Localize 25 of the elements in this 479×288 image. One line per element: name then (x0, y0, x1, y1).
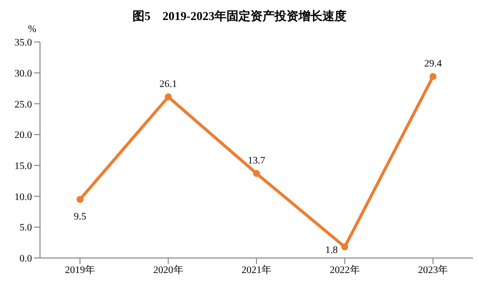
data-label: 26.1 (160, 78, 177, 90)
y-tick-label: 20.0 (14, 130, 32, 142)
y-tick-label: 0.0 (20, 254, 32, 265)
y-tick-label: 5.0 (20, 222, 32, 234)
y-tick-label: 30.0 (14, 68, 32, 80)
x-tick-label: 2023年 (418, 264, 448, 276)
point (164, 93, 172, 100)
y-tick-label: 35.0 (14, 38, 32, 49)
point (76, 196, 84, 203)
data-label: 9.5 (74, 211, 86, 222)
point (253, 170, 260, 177)
data-label: 13.7 (248, 155, 266, 166)
data-label: 29.4 (424, 58, 442, 70)
x-tick-label: 2020年 (153, 264, 184, 276)
y-tick-label: 15.0 (14, 160, 32, 172)
point (430, 73, 436, 80)
y-tick-label: 10.0 (14, 192, 32, 203)
point (341, 243, 348, 250)
x-tick-label: 2019年 (65, 264, 95, 276)
y-tick-label: 25.0 (14, 99, 32, 110)
y-axis-title: % (28, 24, 36, 35)
chart-title: 图5 2019-2023年固定资产投资增长速度 (132, 8, 348, 25)
x-tick-label: 2021年 (242, 264, 272, 276)
x-tick-label: 2022年 (330, 264, 360, 276)
data-label: 1.8 (325, 244, 338, 256)
